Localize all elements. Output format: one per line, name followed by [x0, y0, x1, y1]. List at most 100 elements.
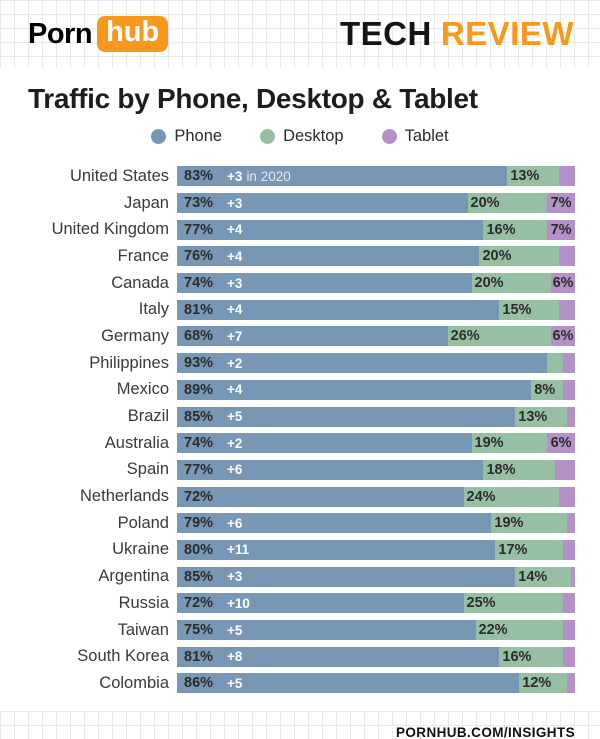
desktop-segment: 16% [483, 219, 548, 240]
desktop-segment: 26% [447, 326, 552, 347]
tablet-segment: 7% [547, 193, 575, 214]
phone-percent-label: 85% [184, 568, 214, 585]
chart-row: France 76% +4 20% [0, 243, 600, 270]
country-label: Brazil [127, 407, 169, 426]
stacked-bar: 86% +5 12% [177, 673, 575, 694]
chart-row: Spain 77% +6 18% [0, 457, 600, 484]
tablet-percent-label: 6% [552, 328, 574, 345]
country-label: Poland [117, 513, 169, 532]
desktop-segment: 13% [507, 166, 560, 187]
phone-segment: 68% +7 [177, 326, 448, 347]
country-label: Ukraine [112, 540, 169, 559]
phone-change-label: +3 [227, 195, 243, 211]
stacked-bar: 77% +4 16% 7% [177, 219, 575, 240]
desktop-segment: 8% [531, 379, 564, 400]
phone-change-label: +4 [227, 248, 243, 264]
country-label: Taiwan [117, 620, 169, 639]
tablet-segment [567, 673, 575, 694]
chart-row: Germany 68% +7 26% 6% [0, 323, 600, 350]
phone-segment: 85% +3 [177, 566, 516, 587]
footer-url: PORNHUB.COM/INSIGHTS [395, 724, 575, 739]
tablet-segment [563, 353, 575, 374]
tablet-segment [563, 593, 575, 614]
desktop-segment: 20% [471, 273, 552, 294]
header-bar: Porn hub TECH REVIEW [0, 0, 600, 68]
chart-row: South Korea 81% +8 16% [0, 643, 600, 670]
chart-row: Russia 72% +10 25% [0, 590, 600, 617]
desktop-segment: 19% [491, 513, 568, 534]
stacked-bar: 75% +5 22% [177, 620, 575, 641]
phone-change-label: +3 [227, 569, 243, 585]
phone-segment: 85% +5 [177, 406, 516, 427]
stacked-bar: 73% +3 20% 7% [177, 193, 575, 214]
country-label: Germany [101, 326, 169, 345]
desktop-percent-label: 8% [534, 381, 556, 398]
chart-row: Canada 74% +3 20% 6% [0, 270, 600, 297]
phone-change-label: +4 [227, 302, 243, 318]
country-label: Australia [104, 433, 169, 452]
phone-segment: 72% [177, 486, 464, 507]
phone-segment: 75% +5 [177, 620, 476, 641]
stacked-bar: 89% +4 8% [177, 379, 575, 400]
stacked-bar-chart: United States 83% +3 in 2020 13% Japan 7… [0, 163, 600, 697]
desktop-segment: 16% [499, 646, 564, 667]
phone-percent-label: 86% [184, 675, 214, 692]
phone-change-label: +4 [227, 382, 243, 398]
phone-percent-label: 75% [184, 622, 214, 639]
desktop-percent-label: 16% [502, 648, 532, 665]
phone-segment: 83% +3 in 2020 [177, 166, 508, 187]
stacked-bar: 79% +6 19% [177, 513, 575, 534]
phone-change-label: +5 [227, 622, 243, 638]
chart-row: United States 83% +3 in 2020 13% [0, 163, 600, 190]
phone-percent-label: 72% [184, 488, 214, 505]
country-label: Spain [126, 460, 169, 479]
desktop-percent-label: 24% [466, 488, 496, 505]
desktop-legend-dot-icon [260, 128, 276, 144]
phone-percent-label: 76% [184, 248, 214, 265]
desktop-percent-label: 19% [494, 515, 524, 532]
country-label: Netherlands [80, 487, 169, 506]
desktop-percent-label: 26% [450, 328, 480, 345]
legend-item-phone: Phone [151, 127, 222, 146]
phone-segment: 74% +2 [177, 433, 472, 454]
tablet-segment [555, 459, 575, 480]
tablet-segment: 6% [551, 273, 575, 294]
tablet-segment: 6% [547, 433, 575, 454]
phone-change-label: +8 [227, 649, 243, 665]
stacked-bar: 68% +7 26% 6% [177, 326, 575, 347]
desktop-percent-label: 16% [486, 221, 516, 238]
desktop-percent-label: 20% [474, 275, 504, 292]
desktop-percent-label: 22% [478, 622, 508, 639]
phone-percent-label: 93% [184, 355, 214, 372]
chart-row: Japan 73% +3 20% 7% [0, 190, 600, 217]
stacked-bar: 72% +10 25% [177, 593, 575, 614]
tech-review-wordmark: TECH REVIEW [340, 15, 574, 53]
phone-segment: 81% +8 [177, 646, 500, 667]
phone-percent-label: 77% [184, 461, 214, 478]
phone-change-label: +10 [227, 595, 250, 611]
desktop-percent-label: 14% [518, 568, 548, 585]
stacked-bar: 72% 24% [177, 486, 575, 507]
chart-row: Italy 81% +4 15% [0, 296, 600, 323]
phone-percent-label: 73% [184, 195, 214, 212]
phone-percent-label: 89% [184, 381, 214, 398]
country-label: United States [69, 166, 169, 185]
desktop-segment: 22% [475, 620, 564, 641]
tablet-segment [567, 513, 575, 534]
phone-change-label: +3 [227, 275, 243, 291]
desktop-segment: 20% [479, 246, 560, 267]
legend-label-desktop: Desktop [283, 126, 344, 145]
legend-label-phone: Phone [174, 126, 223, 145]
phone-change-label: +4 [227, 222, 243, 238]
stacked-bar: 74% +2 19% 6% [177, 433, 575, 454]
country-label: France [117, 246, 169, 265]
legend: Phone Desktop Tablet [0, 126, 600, 146]
tablet-percent-label: 7% [550, 221, 572, 238]
phone-percent-label: 72% [184, 595, 214, 612]
stacked-bar: 93% +2 [177, 353, 575, 374]
chart-row: Brazil 85% +5 13% [0, 403, 600, 430]
phone-change-suffix: in 2020 [246, 168, 291, 184]
phone-change-label: +11 [227, 542, 250, 558]
stacked-bar: 81% +4 15% [177, 299, 575, 320]
legend-item-desktop: Desktop [260, 127, 344, 146]
